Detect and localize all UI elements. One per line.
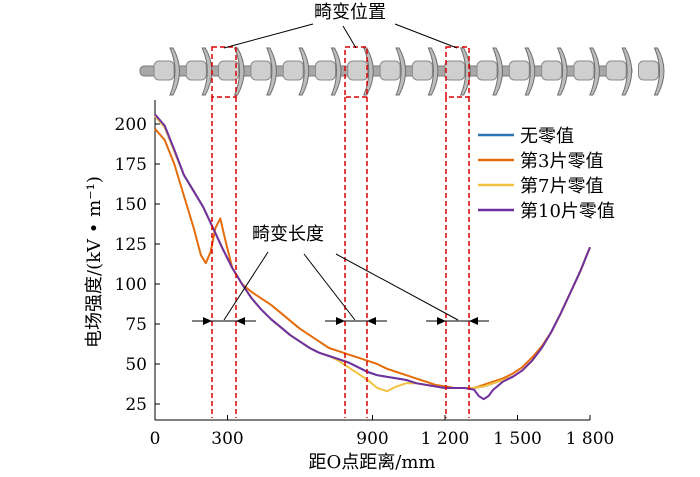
dimension-arrowhead	[203, 317, 212, 325]
y-tick-label: 50	[125, 355, 147, 375]
legend-label: 第10片零值	[520, 201, 615, 222]
legend-label: 第3片零值	[520, 151, 603, 172]
x-tick-label: 1 800	[566, 429, 615, 449]
legend-label: 无零值	[520, 126, 574, 147]
insulator-cap	[444, 60, 466, 81]
series-line	[154, 128, 591, 389]
insulator-cap	[411, 60, 433, 81]
insulator-cap	[476, 60, 498, 81]
insulator-shed	[201, 47, 213, 96]
dimension-arrowhead	[367, 317, 376, 325]
insulator-cap	[605, 60, 627, 81]
distortion-box	[445, 46, 470, 98]
x-tick-label: 1 500	[493, 429, 542, 449]
insulator-string-illustration	[139, 47, 665, 96]
insulator-shed	[653, 47, 665, 96]
y-ticks: 25 50 75 100 125 150 175 200	[115, 115, 160, 415]
insulator-cap	[153, 60, 175, 81]
insulator-cap	[379, 60, 401, 81]
y-tick-label: 75	[125, 315, 147, 335]
insulator-shed	[427, 47, 439, 96]
insulator-shed	[556, 47, 568, 96]
insulator-shed	[492, 47, 503, 96]
x-tick-label: 900	[356, 429, 388, 449]
x-tick-label: 1 200	[421, 429, 470, 449]
insulator-cap	[315, 60, 336, 81]
insulator-shed	[169, 47, 180, 96]
dimension-arrowhead	[469, 317, 478, 325]
insulator-shed	[589, 47, 600, 96]
insulator-shed	[459, 47, 471, 96]
leader-line	[394, 23, 458, 49]
insulator-cap	[638, 60, 659, 81]
leader-line	[303, 253, 356, 321]
annotation-group	[192, 23, 489, 325]
x-tick-label: 0	[150, 429, 161, 449]
y-tick-label: 150	[115, 195, 147, 215]
insulator-cap	[541, 60, 563, 81]
y-tick-label: 25	[125, 395, 147, 415]
annotation-distortion-length: 畸变长度	[252, 224, 324, 245]
insulator-cap	[218, 60, 240, 81]
insulator-shed	[298, 47, 310, 96]
leader-line	[335, 253, 459, 321]
insulator-shed	[266, 47, 277, 96]
dimension-arrowhead	[236, 317, 245, 325]
leader-line	[223, 23, 314, 49]
distortion-regions	[211, 46, 470, 418]
leader-line	[342, 25, 357, 49]
series-lines	[154, 113, 591, 401]
insulator-shed	[395, 47, 407, 96]
y-tick-label: 125	[115, 235, 147, 255]
insulator-cap	[282, 60, 304, 81]
x-axis-label: 距O点距离/mm	[309, 452, 436, 473]
plot-axes	[154, 100, 590, 421]
insulator-cap	[573, 60, 595, 81]
insulator-shed	[621, 47, 633, 96]
leader-line	[223, 251, 269, 321]
insulator-cap	[508, 60, 530, 81]
dimension-arrowhead	[336, 317, 345, 325]
insulator-cap	[347, 60, 369, 81]
series-line	[154, 113, 591, 401]
legend-label: 第7片零值	[520, 176, 603, 197]
dimension-arrowhead	[437, 317, 446, 325]
annotation-distortion-position: 畸变位置	[314, 2, 386, 23]
distortion-box	[211, 46, 237, 98]
y-tick-label: 200	[115, 115, 147, 135]
insulator-shed	[233, 47, 245, 96]
insulator-shed	[330, 47, 342, 96]
x-tick-label: 300	[211, 429, 243, 449]
insulator-shed	[524, 47, 536, 96]
insulator-cap	[250, 60, 272, 81]
y-axis-label: 电场强度/(kV • m⁻¹)	[84, 176, 105, 348]
insulator-cap	[185, 60, 207, 81]
x-ticks: 0 300 900 1 200 1 500 1 800	[150, 415, 615, 449]
distortion-box	[344, 46, 368, 98]
y-tick-label: 175	[115, 155, 147, 175]
y-tick-label: 100	[115, 275, 147, 295]
